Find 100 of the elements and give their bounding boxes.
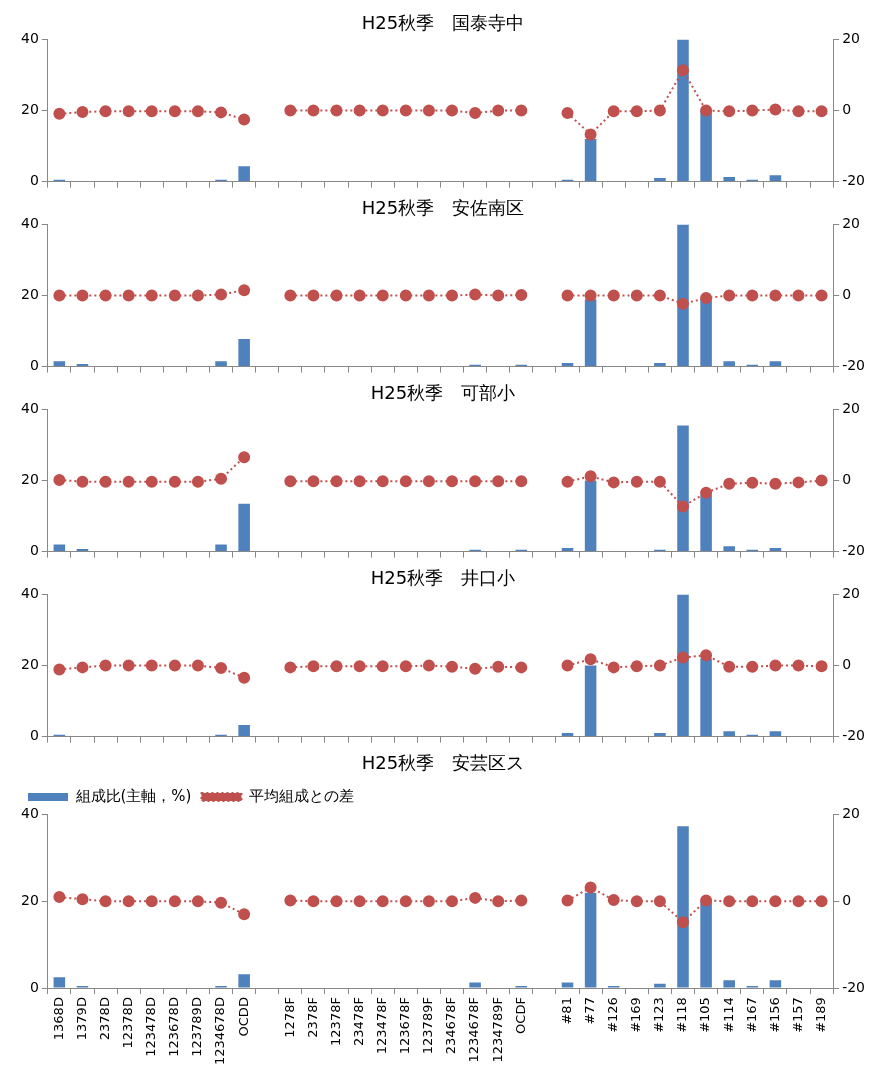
bar [654,178,666,182]
point [145,289,158,302]
bar [469,982,481,988]
point [630,105,643,118]
bar [215,544,227,552]
point [76,893,89,906]
point [145,105,158,118]
point [792,289,805,302]
point [561,894,574,907]
point [99,475,112,488]
bar [677,425,689,552]
bar [677,594,689,737]
x-tick-label: 1234678F [466,997,482,1063]
point [376,475,389,488]
x-tick-label: 123678F [397,997,413,1055]
point [353,104,366,117]
point [492,660,505,673]
bar [769,548,782,552]
y-tick-label: 40 [20,585,39,602]
point [353,289,366,302]
point [307,289,320,302]
point [376,895,389,908]
point [215,472,228,485]
point [422,895,435,908]
y-tick-label: 0 [29,978,39,995]
x-tick-label: #81 [558,997,574,1025]
point [700,486,713,499]
point [769,289,782,302]
point [307,475,320,488]
x-tick-label: 123478F [374,997,390,1055]
point [630,475,643,488]
point [399,895,412,908]
legend-label: 組成比(主軸，%) [74,786,192,805]
point [168,895,181,908]
point [492,289,505,302]
x-tick-label: 123789F [420,997,436,1055]
point [446,895,459,908]
bar [700,299,712,367]
bar [215,361,227,367]
x-tick-label: 12378D [120,997,136,1049]
bar [723,731,735,737]
point [653,659,666,672]
point [422,659,435,672]
point [469,107,482,120]
point [330,660,343,673]
bar [769,731,782,737]
point [815,474,828,487]
point [446,289,459,302]
point [653,895,666,908]
x-tick-label: #77 [581,997,597,1025]
point [792,659,805,672]
x-tick-label: 2378D [96,997,112,1041]
y2-tick-label: -20 [842,172,866,189]
point [469,475,482,488]
point [238,671,251,684]
point [191,105,204,118]
chart-title: H25秋季 井口小 [370,567,516,589]
bar [723,176,735,182]
point [792,105,805,118]
point [515,104,528,117]
x-tick-label: #126 [605,997,621,1033]
point [446,475,459,488]
bar [723,361,735,367]
point [515,288,528,301]
point [330,895,343,908]
point [238,451,251,464]
point [561,475,574,488]
y2-tick-label: 0 [842,471,852,488]
point [515,894,528,907]
bar [700,494,712,552]
point [561,289,574,302]
bar [769,980,782,988]
point [168,105,181,118]
y2-tick-label: 0 [842,286,852,303]
bar [677,39,689,182]
bar [700,901,712,988]
point [353,660,366,673]
point [607,105,620,118]
bar [700,658,712,737]
point [76,661,89,674]
y2-tick-label: 0 [842,656,852,673]
point [399,104,412,117]
point [769,895,782,908]
bar [238,724,250,737]
bar [53,361,66,367]
bar [769,361,782,367]
point [122,895,135,908]
y-tick-label: 40 [20,400,39,417]
y-tick-label: 20 [20,101,39,118]
point [145,659,158,672]
point [607,661,620,674]
chart-title: H25秋季 安佐南区 [361,197,525,219]
bar [561,982,574,988]
x-tick-label: 123789D [189,997,205,1057]
x-tick-label: 1379D [73,997,89,1041]
point [145,895,158,908]
bar [584,892,597,988]
point [399,475,412,488]
bar [561,363,574,367]
bar [700,110,712,182]
